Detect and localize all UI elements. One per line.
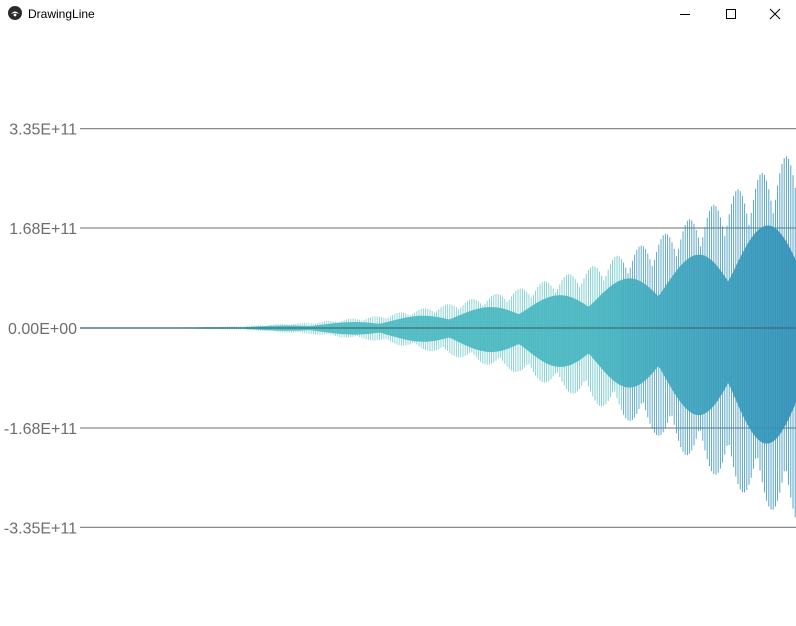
chart-area: 3.35E+11 1.68E+11 0.00E+00 -1.68E+11 -3.35E+…	[0, 28, 796, 626]
y-tick-label: 0.00E+00	[8, 321, 77, 338]
y-tick-label: -3.35E+11	[4, 520, 77, 537]
maximize-button[interactable]	[708, 0, 754, 28]
title-bar[interactable]: DrawingLine	[0, 0, 796, 28]
minimize-button[interactable]	[662, 0, 708, 28]
y-tick-label: 3.35E+11	[9, 122, 77, 139]
y-tick-label: -1.68E+11	[4, 421, 77, 438]
close-icon	[769, 8, 781, 20]
y-tick-label: 1.68E+11	[9, 221, 77, 238]
wave-body	[100, 225, 796, 444]
waveform-chart: 3.35E+11 1.68E+11 0.00E+00 -1.68E+11 -3.35E+…	[4, 122, 796, 537]
close-button[interactable]	[752, 0, 796, 28]
maximize-icon	[726, 9, 736, 19]
minimize-icon	[680, 14, 690, 15]
kivy-logo-icon	[8, 6, 22, 20]
window-title: DrawingLine	[28, 7, 95, 21]
